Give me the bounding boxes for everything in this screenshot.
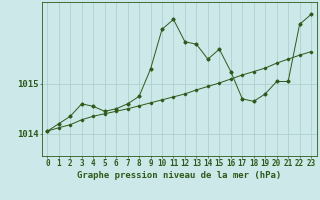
- X-axis label: Graphe pression niveau de la mer (hPa): Graphe pression niveau de la mer (hPa): [77, 171, 281, 180]
